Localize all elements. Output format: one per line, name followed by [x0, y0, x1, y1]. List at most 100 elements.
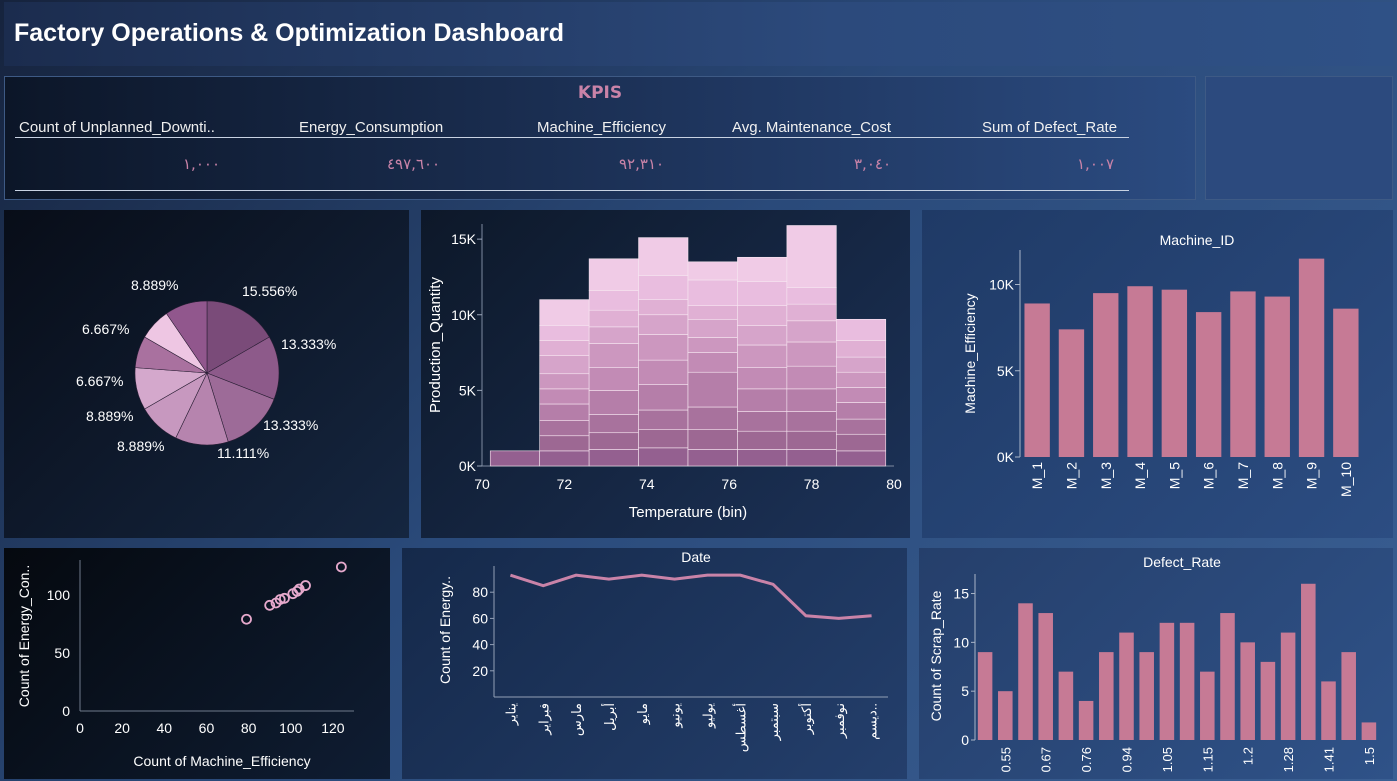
defect-bar-panel: Defect_Rate 0 5 10 15 0.55 0.67 0.76 0.94 1.05 1.1… — [919, 548, 1393, 779]
x-tick-label: M_6 — [1201, 462, 1217, 489]
histogram-segment — [737, 305, 788, 326]
y-tick-label: 100 — [47, 587, 71, 603]
kpi-divider-bottom — [15, 190, 1129, 191]
histogram-segment — [687, 371, 738, 408]
histogram-segment — [687, 406, 738, 430]
histogram-segment — [786, 430, 837, 450]
machine-bar — [1058, 329, 1085, 457]
kpi-value-efficiency: ٩٢,٣١٠ — [619, 155, 665, 173]
defect-bar — [1240, 642, 1255, 740]
machine-bar — [1333, 308, 1359, 457]
histogram-segment — [638, 429, 689, 449]
y-tick-label: 0K — [997, 449, 1015, 465]
pie-label: 15.556% — [242, 283, 297, 299]
histogram-segment — [588, 414, 639, 434]
machine-bar — [1230, 291, 1256, 457]
x-tick-label: 40 — [157, 720, 173, 736]
histogram-segment — [786, 411, 837, 432]
defect-bar — [1159, 622, 1175, 740]
histogram-segment — [638, 447, 689, 467]
pie-slice — [206, 300, 270, 374]
x-tick-label: أغسطس — [732, 703, 749, 752]
pie-label: 13.333% — [263, 417, 318, 433]
x-tick-label: 20 — [114, 720, 130, 736]
x-tick-label: يونيو — [668, 703, 684, 729]
defect-bar — [1119, 632, 1134, 740]
y-axis-title: Production_Quantity — [427, 277, 444, 413]
x-tick-label: 1.05 — [1160, 747, 1175, 772]
histogram-segment — [539, 435, 590, 452]
histogram-segment — [836, 450, 887, 467]
scatter-point — [335, 561, 347, 573]
histogram-segment — [638, 334, 689, 361]
x-tick-label: 1.5 — [1362, 747, 1377, 765]
x-tick-label: مارس — [569, 703, 585, 736]
machine-bar — [1127, 286, 1153, 457]
histogram-segment — [638, 384, 689, 411]
x-tick-label: 60 — [199, 720, 215, 736]
histogram-segment — [638, 275, 689, 300]
histogram-segment — [836, 387, 887, 403]
histogram-segment — [786, 303, 837, 322]
histogram-segment — [539, 325, 590, 341]
x-tick-label: 0.67 — [1039, 747, 1054, 772]
histogram-segment — [836, 356, 887, 373]
defect-bar — [1321, 681, 1336, 740]
histogram-chart: 0K 5K 10K 15K 70 72 74 76 78 80 Temperature (bin) P… — [427, 224, 902, 521]
x-tick-label: 120 — [321, 720, 345, 736]
chart-title: Defect_Rate — [1143, 554, 1221, 570]
histogram-segment — [737, 367, 788, 390]
x-tick-label: 72 — [557, 476, 573, 492]
x-tick-label: 1.15 — [1200, 747, 1215, 772]
scatter-point — [264, 599, 276, 611]
histogram-segment — [638, 237, 689, 276]
x-tick-label: 1.41 — [1322, 747, 1337, 772]
x-tick-label: 80 — [241, 720, 257, 736]
defect-bar — [1200, 671, 1215, 740]
pie-label: 8.889% — [86, 408, 133, 424]
x-tick-label: 76 — [721, 476, 737, 492]
histogram-segment — [539, 373, 590, 390]
kpi-label-defect: Sum of Defect_Rate — [982, 119, 1118, 136]
y-tick-label: 20 — [472, 663, 488, 679]
histogram-segment — [638, 299, 689, 316]
histogram-segment — [588, 449, 639, 467]
defect-bar — [1058, 671, 1074, 740]
x-tick-label: 70 — [474, 476, 490, 492]
x-tick-label: 74 — [639, 476, 655, 492]
defect-bar — [1361, 722, 1377, 740]
x-tick-label: أبريل — [601, 703, 618, 731]
pie-label: 11.111% — [217, 445, 269, 461]
y-tick-label: 0 — [62, 703, 70, 719]
kpi-side-panel — [1205, 76, 1393, 200]
scatter-chart: 0 20 40 60 80 100 120 0 50 100 Count of Machine_Ef… — [16, 560, 354, 769]
defect-bar — [1280, 632, 1296, 740]
histogram-segment — [489, 450, 540, 467]
histogram-segment — [638, 359, 689, 385]
y-tick-label: 5K — [459, 382, 477, 398]
histogram-segment — [737, 430, 788, 450]
x-tick-label: 1.2 — [1241, 747, 1256, 765]
histogram-segment — [786, 341, 837, 367]
histogram-segment — [588, 432, 639, 450]
kpi-value-energy: ٤٩٧,٦٠٠ — [387, 155, 441, 173]
kpi-value-defect: ١,٠٠٧ — [1077, 155, 1114, 173]
chart-title: Date — [681, 549, 711, 565]
pie-label: 8.889% — [131, 277, 178, 293]
histogram-segment — [588, 390, 639, 415]
x-tick-label: 0.55 — [998, 747, 1013, 772]
y-tick-label: 0 — [961, 732, 969, 748]
defect-bar — [1301, 583, 1316, 740]
y-tick-label: 10K — [989, 277, 1015, 293]
histogram-segment — [588, 367, 639, 391]
scatter-point — [300, 580, 311, 591]
histogram-segment — [737, 325, 788, 346]
page-title: Factory Operations & Optimization Dashbo… — [14, 19, 565, 47]
histogram-segment — [737, 449, 788, 467]
histogram-segment — [737, 256, 788, 282]
histogram-segment — [588, 258, 639, 291]
y-axis-title: Count of Scrap_Rate — [928, 590, 944, 721]
histogram-segment — [737, 344, 788, 368]
y-axis-title: Machine_Efficiency — [962, 293, 978, 413]
date-line-chart: Date 20 40 60 80 يناير فبراير مارس أبريل مايو يوني… — [437, 549, 888, 752]
